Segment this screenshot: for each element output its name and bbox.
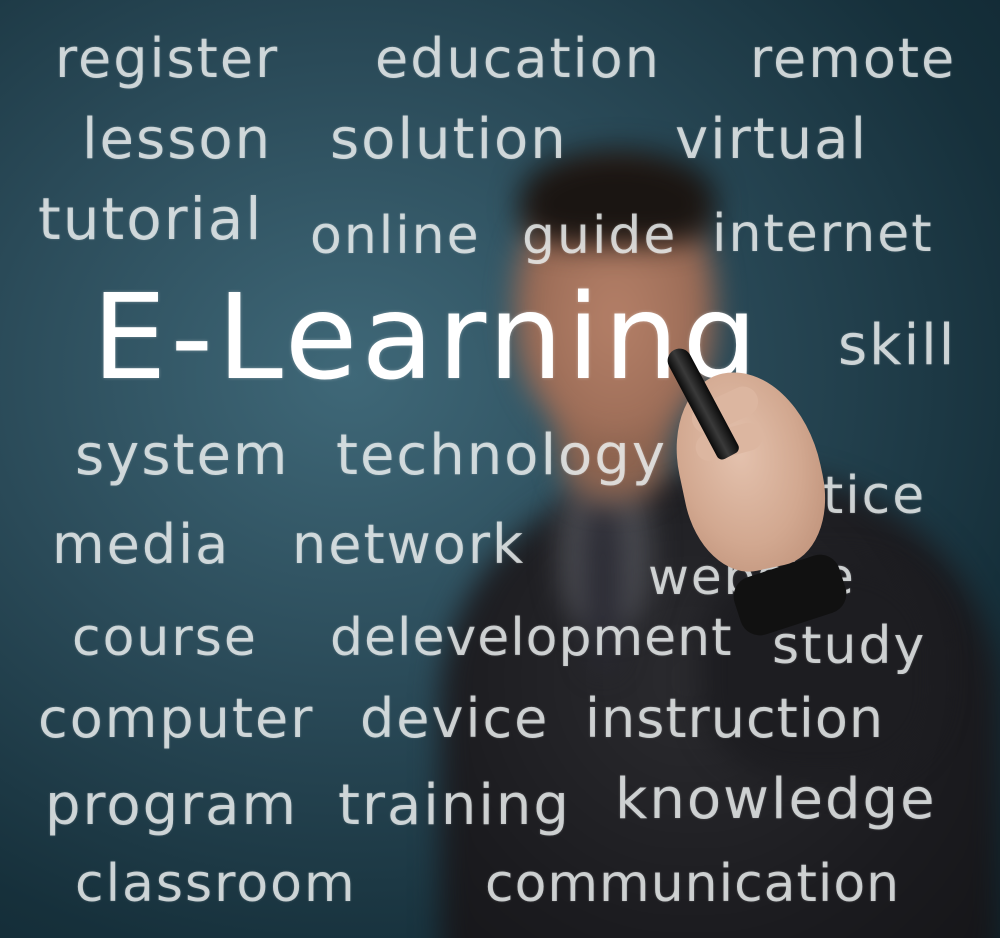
word-skill: skill	[838, 313, 957, 378]
word-study: study	[772, 616, 927, 676]
word-internet: internet	[712, 204, 934, 264]
main-title-e-learning: E-Learning	[92, 268, 762, 406]
word-online: online	[310, 206, 481, 266]
word-register: register	[55, 27, 280, 90]
word-media: media	[52, 513, 231, 576]
word-remote: remote	[750, 27, 957, 90]
word-system: system	[75, 423, 290, 488]
word-virtual: virtual	[675, 107, 869, 172]
word-program: program	[45, 773, 299, 838]
necktie	[585, 500, 621, 670]
word-education: education	[375, 27, 661, 90]
word-lesson: lesson	[82, 107, 273, 172]
word-technology: technology	[336, 423, 667, 488]
word-computer: computer	[38, 687, 315, 750]
word-device: device	[360, 687, 550, 750]
word-communication: communication	[485, 854, 901, 914]
word-delevelopment: delevelopment	[330, 608, 733, 668]
word-classroom: classroom	[75, 854, 357, 914]
word-course: course	[72, 608, 258, 668]
word-tutorial: tutorial	[38, 185, 264, 253]
word-guide: guide	[522, 206, 678, 266]
word-instruction: instruction	[585, 687, 885, 750]
hair	[520, 150, 715, 245]
word-knowledge: knowledge	[615, 767, 937, 832]
word-network: network	[292, 513, 526, 576]
word-training: training	[338, 773, 571, 838]
word-solution: solution	[330, 107, 568, 172]
